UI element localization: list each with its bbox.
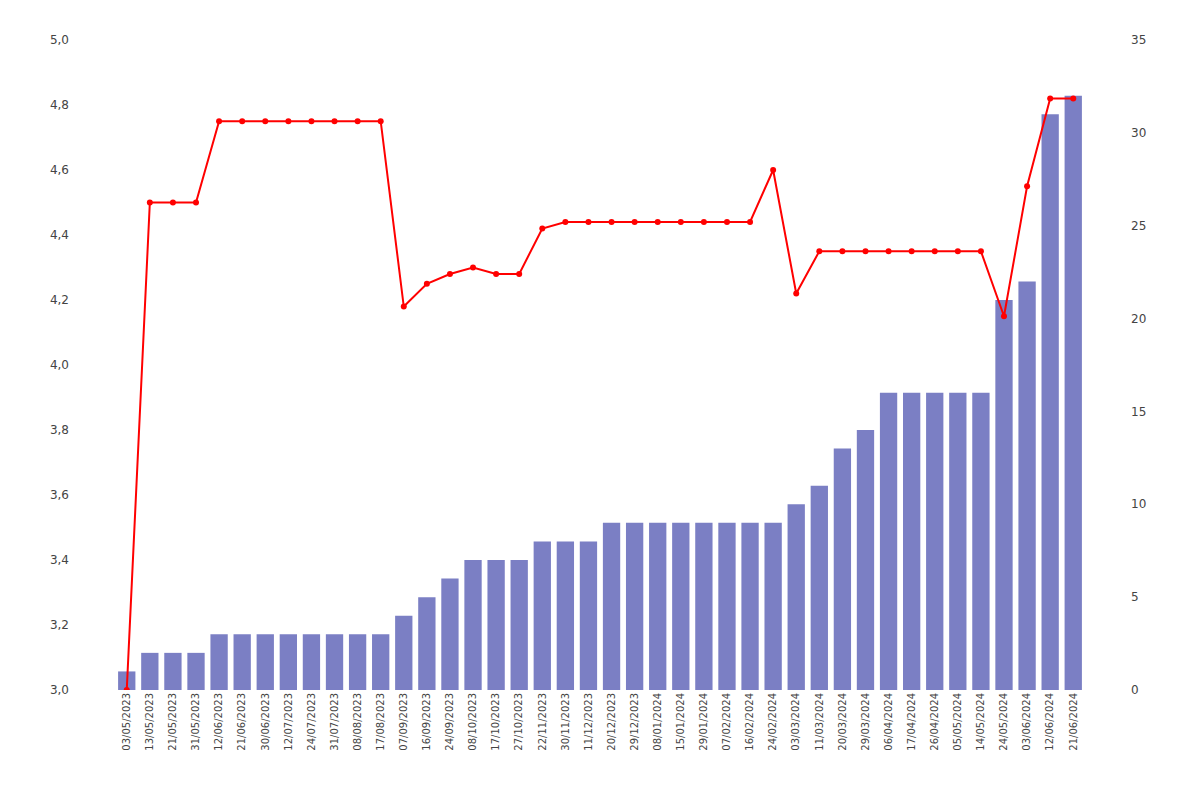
svg-text:4,6: 4,6 <box>50 163 69 177</box>
svg-text:5: 5 <box>1131 590 1139 604</box>
svg-text:08/10/2023: 08/10/2023 <box>467 693 478 751</box>
svg-text:21/05/2023: 21/05/2023 <box>167 693 178 751</box>
svg-text:3,2: 3,2 <box>50 618 69 632</box>
svg-text:3,0: 3,0 <box>50 683 69 697</box>
svg-text:3,8: 3,8 <box>50 423 69 437</box>
svg-text:3,6: 3,6 <box>50 488 69 502</box>
svg-text:03/03/2024: 03/03/2024 <box>790 693 801 751</box>
svg-text:15: 15 <box>1131 405 1146 419</box>
svg-text:4,0: 4,0 <box>50 358 69 372</box>
svg-text:07/02/2024: 07/02/2024 <box>721 693 732 751</box>
svg-text:17/08/2023: 17/08/2023 <box>375 693 386 751</box>
svg-text:12/06/2024: 12/06/2024 <box>1044 693 1055 751</box>
svg-text:11/03/2024: 11/03/2024 <box>814 693 825 751</box>
svg-text:16/09/2023: 16/09/2023 <box>421 693 432 751</box>
svg-text:24/05/2024: 24/05/2024 <box>998 693 1009 751</box>
svg-text:31/05/2023: 31/05/2023 <box>190 693 201 751</box>
svg-text:27/10/2023: 27/10/2023 <box>513 693 524 751</box>
svg-text:12/06/2023: 12/06/2023 <box>213 693 224 751</box>
svg-text:08/08/2023: 08/08/2023 <box>352 693 363 751</box>
svg-text:21/06/2023: 21/06/2023 <box>236 693 247 751</box>
svg-text:29/03/2024: 29/03/2024 <box>860 693 871 751</box>
svg-text:4,2: 4,2 <box>50 293 69 307</box>
svg-text:12/07/2023: 12/07/2023 <box>283 693 294 751</box>
svg-text:30/11/2023: 30/11/2023 <box>560 693 571 751</box>
svg-text:03/05/2023: 03/05/2023 <box>121 693 132 751</box>
svg-text:4,4: 4,4 <box>50 228 69 242</box>
svg-text:25: 25 <box>1131 219 1146 233</box>
svg-text:31/07/2023: 31/07/2023 <box>329 693 340 751</box>
svg-text:30: 30 <box>1131 126 1146 140</box>
svg-text:24/07/2023: 24/07/2023 <box>306 693 317 751</box>
svg-text:24/02/2024: 24/02/2024 <box>767 693 778 751</box>
svg-text:30/06/2023: 30/06/2023 <box>260 693 271 751</box>
svg-text:15/01/2024: 15/01/2024 <box>675 693 686 751</box>
svg-text:20/03/2024: 20/03/2024 <box>837 693 848 751</box>
svg-text:26/04/2024: 26/04/2024 <box>929 693 940 751</box>
svg-text:4,8: 4,8 <box>50 98 69 112</box>
svg-text:24/09/2023: 24/09/2023 <box>444 693 455 751</box>
svg-text:17/10/2023: 17/10/2023 <box>490 693 501 751</box>
svg-text:16/02/2024: 16/02/2024 <box>744 693 755 751</box>
svg-text:22/11/2023: 22/11/2023 <box>537 693 548 751</box>
svg-text:0: 0 <box>1131 683 1139 697</box>
svg-text:5,0: 5,0 <box>50 33 69 47</box>
svg-text:20/12/2023: 20/12/2023 <box>606 693 617 751</box>
svg-text:06/04/2024: 06/04/2024 <box>883 693 894 751</box>
svg-text:10: 10 <box>1131 497 1146 511</box>
svg-text:35: 35 <box>1131 33 1146 47</box>
svg-text:29/12/2023: 29/12/2023 <box>629 693 640 751</box>
svg-text:29/01/2024: 29/01/2024 <box>698 693 709 751</box>
svg-text:17/04/2024: 17/04/2024 <box>906 693 917 751</box>
svg-text:05/05/2024: 05/05/2024 <box>952 693 963 751</box>
svg-text:07/09/2023: 07/09/2023 <box>398 693 409 751</box>
svg-text:14/05/2024: 14/05/2024 <box>975 693 986 751</box>
svg-text:11/12/2023: 11/12/2023 <box>583 693 594 751</box>
svg-text:13/05/2023: 13/05/2023 <box>144 693 155 751</box>
svg-text:21/06/2024: 21/06/2024 <box>1068 693 1079 751</box>
svg-text:08/01/2024: 08/01/2024 <box>652 693 663 751</box>
svg-text:20: 20 <box>1131 312 1146 326</box>
svg-text:3,4: 3,4 <box>50 553 69 567</box>
svg-text:03/06/2024: 03/06/2024 <box>1021 693 1032 751</box>
